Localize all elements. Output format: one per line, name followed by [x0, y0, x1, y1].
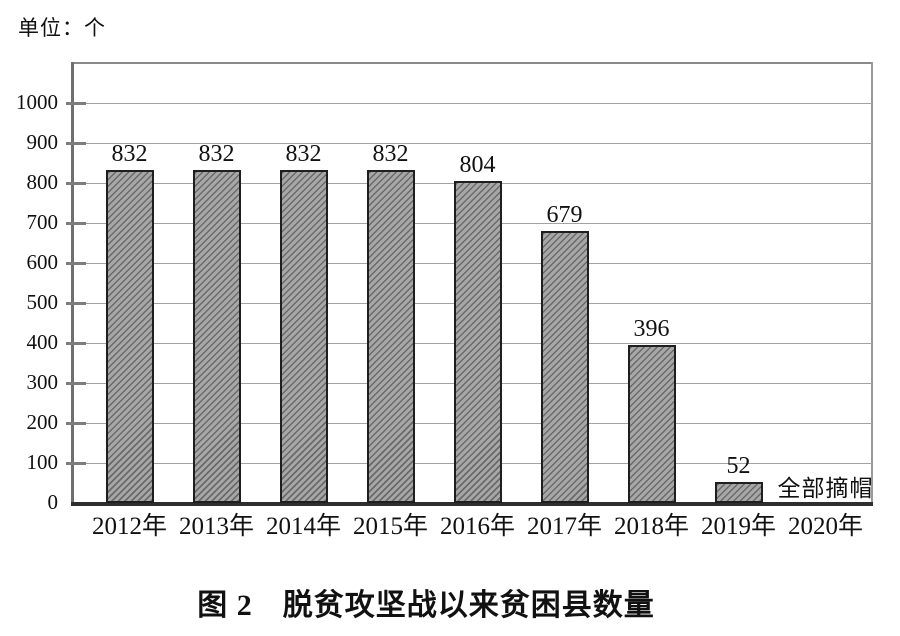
x-tick-label-2017年: 2017年 — [526, 513, 602, 540]
bar-value-2016年: 804 — [459, 152, 496, 179]
y-tick-label-300: 300 — [26, 370, 59, 394]
plot-area: 832 832 832 832 804 679 396 52 全部摘帽 — [72, 63, 873, 503]
y-tick-400 — [66, 342, 86, 345]
bar-2014年 — [279, 170, 328, 503]
y-axis-line — [71, 62, 74, 506]
x-tick-label-2014年: 2014年 — [265, 513, 341, 540]
unit-label: 单位：个 — [18, 16, 106, 40]
bar-2012年 — [105, 170, 154, 503]
figure-caption: 图 2 脱贫攻坚战以来贫困县数量 — [0, 580, 852, 624]
y-tick-label-600: 600 — [26, 250, 59, 274]
x-tick-label-2019年: 2019年 — [700, 513, 776, 540]
plot-frame-right — [871, 62, 873, 506]
y-tick-label-900: 900 — [26, 130, 59, 154]
y-tick-label-400: 400 — [26, 330, 59, 354]
y-tick-1000 — [66, 102, 86, 105]
x-tick-label-2013年: 2013年 — [178, 513, 254, 540]
y-tick-600 — [66, 262, 86, 265]
y-tick-label-1000: 1000 — [16, 90, 58, 114]
y-tick-label-700: 700 — [26, 210, 59, 234]
y-tick-label-0: 0 — [47, 490, 59, 514]
y-tick-700 — [66, 222, 86, 225]
gridline-1000 — [72, 102, 873, 104]
bar-value-2017年: 679 — [546, 202, 583, 229]
figure-caption-title: 脱贫攻坚战以来贫困县数量 — [282, 589, 655, 622]
annotation-2020年: 全部摘帽 — [777, 476, 874, 501]
bar-value-2019年: 52 — [726, 453, 751, 480]
x-tick-label-2020年: 2020年 — [787, 513, 863, 540]
y-tick-900 — [66, 142, 86, 145]
figure-caption-label: 图 2 — [197, 589, 253, 622]
y-tick-label-200: 200 — [26, 410, 59, 434]
bar-value-2015年: 832 — [372, 141, 409, 168]
y-tick-label-500: 500 — [26, 290, 59, 314]
x-tick-label-2012年: 2012年 — [91, 513, 167, 540]
y-tick-500 — [66, 302, 86, 305]
bar-value-2014年: 832 — [285, 141, 322, 168]
bar-2018年 — [627, 344, 676, 503]
bar-2015年 — [366, 170, 415, 503]
bar-value-2013年: 832 — [198, 141, 235, 168]
gridline-900 — [72, 142, 873, 144]
plot-frame-top — [71, 62, 873, 64]
bar-value-2012年: 832 — [111, 141, 148, 168]
y-tick-label-800: 800 — [26, 170, 59, 194]
bar-2016年 — [453, 181, 502, 503]
y-tick-800 — [66, 182, 86, 185]
x-axis-line — [71, 502, 873, 506]
bar-2017年 — [540, 231, 589, 503]
y-tick-100 — [66, 462, 86, 465]
x-tick-label-2015年: 2015年 — [352, 513, 428, 540]
x-tick-label-2018年: 2018年 — [613, 513, 689, 540]
y-tick-200 — [66, 422, 86, 425]
y-tick-300 — [66, 382, 86, 385]
bar-2019年 — [714, 482, 763, 503]
y-tick-label-100: 100 — [26, 450, 59, 474]
bar-2013年 — [192, 170, 241, 503]
bar-value-2018年: 396 — [633, 315, 670, 342]
x-tick-label-2016年: 2016年 — [439, 513, 515, 540]
